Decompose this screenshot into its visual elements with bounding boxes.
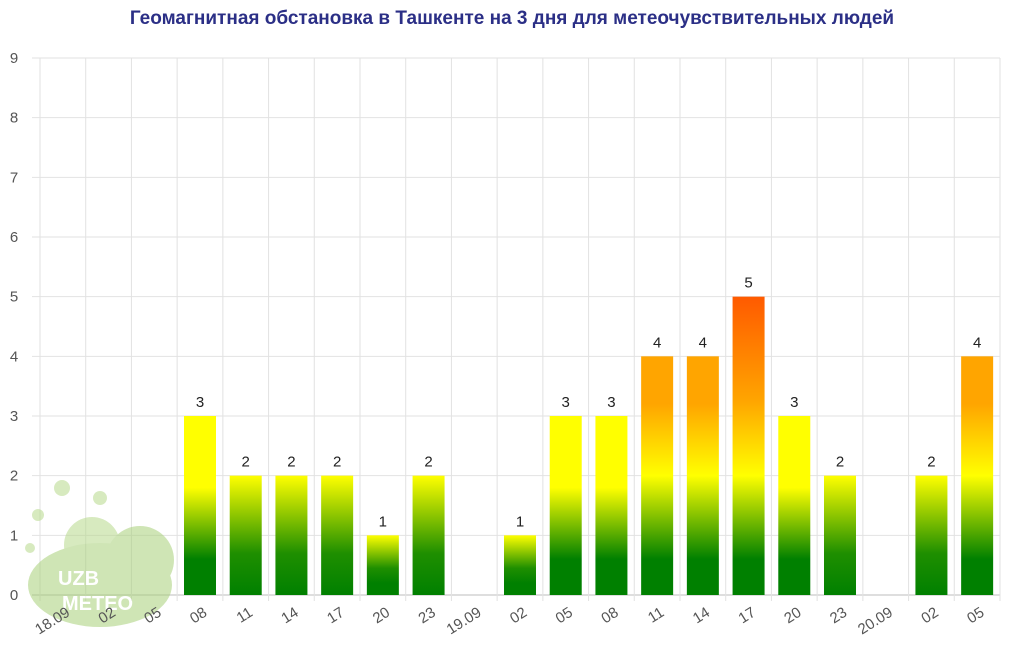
bar bbox=[686, 356, 719, 595]
x-tick-label: 02 bbox=[507, 604, 530, 627]
bar bbox=[275, 475, 308, 595]
bar bbox=[824, 475, 856, 595]
bar-value-label: 5 bbox=[744, 275, 752, 292]
x-tick-label: 11 bbox=[645, 604, 667, 627]
x-tick-label: 08 bbox=[187, 604, 210, 627]
bar-value-label: 1 bbox=[379, 513, 387, 530]
bar-value-label: 1 bbox=[516, 513, 524, 530]
x-tick-label: 08 bbox=[598, 604, 621, 627]
bar-value-label: 2 bbox=[424, 454, 432, 471]
y-tick-label: 3 bbox=[10, 408, 18, 425]
data-labels: 3 2 2 2 1 2 1 3 3 4 4 5 3 2 2 4 bbox=[196, 275, 981, 531]
bar-value-label: 2 bbox=[287, 454, 295, 471]
x-tick-label: 20 bbox=[370, 604, 393, 627]
x-tick-label: 23 bbox=[827, 604, 850, 627]
y-axis: 0 1 2 3 4 5 6 7 8 9 bbox=[10, 50, 18, 604]
bar bbox=[321, 475, 354, 595]
watermark-logo: UZB METEO bbox=[25, 480, 174, 627]
x-tick-label: 11 bbox=[234, 604, 256, 627]
watermark-sun-dot bbox=[25, 543, 35, 553]
bar bbox=[595, 416, 628, 595]
bar-value-label: 2 bbox=[333, 454, 341, 471]
y-tick-label: 1 bbox=[10, 527, 18, 544]
bar-value-label: 3 bbox=[607, 394, 615, 411]
bar-value-label: 2 bbox=[927, 454, 935, 471]
y-tick-label: 8 bbox=[10, 110, 18, 127]
x-axis: 18.09 02 05 08 11 14 17 20 23 19.09 02 05 08 11 14 17 20… bbox=[32, 604, 987, 638]
y-tick-label: 0 bbox=[10, 587, 18, 604]
x-tick-label: 05 bbox=[964, 604, 987, 627]
chart-title: Геомагнитная обстановка в Ташкенте на 3 … bbox=[129, 8, 895, 29]
watermark-sun-dot bbox=[54, 480, 70, 496]
bar-value-label: 4 bbox=[699, 334, 707, 351]
bars bbox=[184, 296, 994, 595]
bar-value-label: 4 bbox=[653, 334, 661, 351]
x-tick-label: 20 bbox=[781, 604, 804, 627]
y-tick-label: 6 bbox=[10, 229, 18, 246]
bar-value-label: 4 bbox=[973, 334, 981, 351]
watermark-sun-dot bbox=[32, 509, 44, 521]
x-tick-label: 14 bbox=[278, 604, 301, 627]
bar bbox=[504, 535, 536, 595]
y-tick-label: 2 bbox=[10, 468, 18, 485]
watermark-text-line2: METEO bbox=[62, 593, 133, 615]
watermark-text-line1: UZB bbox=[58, 568, 99, 590]
bar-value-label: 3 bbox=[562, 394, 570, 411]
bar-value-label: 2 bbox=[242, 454, 250, 471]
bar bbox=[229, 475, 262, 595]
bar bbox=[961, 356, 994, 595]
x-tick-label: 02 bbox=[918, 604, 941, 627]
watermark-cloud-puff bbox=[106, 526, 174, 594]
bar-value-label: 3 bbox=[196, 394, 204, 411]
x-tick-label: 14 bbox=[690, 604, 713, 627]
x-tick-label: 19.09 bbox=[444, 604, 485, 638]
y-tick-label: 7 bbox=[10, 169, 18, 186]
bar bbox=[412, 475, 445, 595]
y-tick-label: 9 bbox=[10, 50, 18, 67]
bar bbox=[732, 296, 765, 595]
bar-value-label: 3 bbox=[790, 394, 798, 411]
bar bbox=[915, 475, 948, 595]
bar-value-label: 2 bbox=[836, 454, 844, 471]
watermark-sun-dot bbox=[93, 491, 107, 505]
x-tick-label: 23 bbox=[416, 604, 439, 627]
y-tick-label: 5 bbox=[10, 289, 18, 306]
bar bbox=[366, 535, 399, 595]
x-tick-label: 17 bbox=[324, 604, 347, 627]
x-tick-label: 05 bbox=[141, 604, 164, 627]
bar bbox=[641, 356, 674, 595]
x-tick-label: 20.09 bbox=[855, 604, 896, 638]
bar bbox=[184, 416, 216, 595]
x-tick-label: 02 bbox=[96, 604, 119, 627]
y-tick-label: 4 bbox=[10, 348, 18, 365]
bar bbox=[549, 416, 582, 595]
x-tick-label: 05 bbox=[553, 604, 576, 627]
bar bbox=[778, 416, 811, 595]
x-tick-label: 17 bbox=[736, 604, 759, 627]
